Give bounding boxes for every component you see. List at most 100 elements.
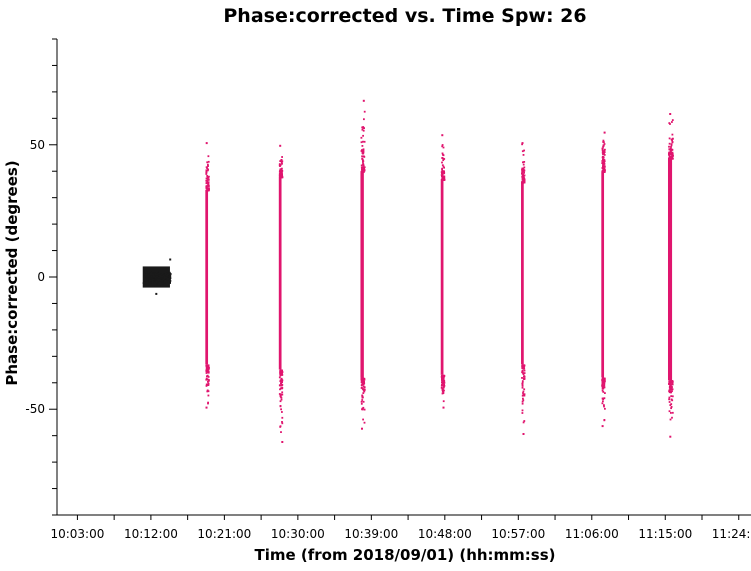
data-point [603,377,606,380]
data-point [670,395,673,397]
data-point [166,278,168,281]
data-point [152,279,154,282]
data-point [670,157,673,160]
data-point [443,384,446,387]
data-point [360,136,363,139]
data-point [281,384,284,386]
data-point [521,171,523,174]
data-point [521,386,524,389]
data-point [162,277,165,279]
data-point [281,171,283,174]
data-point [521,369,524,372]
data-point [360,384,363,386]
data-point [603,143,606,145]
data-point [442,165,445,168]
scan-core [278,176,282,370]
data-point [441,144,444,146]
data-point [604,407,606,410]
data-point [442,374,445,377]
scan-1-3 [440,134,446,409]
scan-core [601,171,605,378]
data-point [205,186,208,189]
data-point [670,382,673,384]
data-point [279,369,282,372]
data-point [162,274,165,277]
data-point [360,141,363,144]
data-point [278,172,281,175]
data-point [668,396,671,399]
data-point [167,277,170,280]
data-point [362,151,365,153]
data-point [602,165,605,167]
data-point [360,164,363,167]
data-point [161,278,164,281]
data-point [603,170,606,173]
data-point [279,395,282,397]
data-point [151,271,154,273]
data-point [443,389,445,392]
x-tick-label: 10:39:00 [344,527,398,541]
data-point [442,177,444,180]
data-point [441,381,444,384]
data-point [161,280,164,282]
data-point [441,167,443,170]
x-tick-label: 10:03:00 [50,527,104,541]
data-point [143,275,146,278]
data-point [207,155,210,158]
data-point [207,189,209,192]
data-point [602,391,605,393]
data-point [362,126,365,128]
data-point [205,383,208,386]
data-point [603,150,606,152]
data-point [206,176,209,179]
data-point [521,377,523,379]
data-point [169,273,172,275]
data-point [165,274,167,277]
data-point [205,385,208,387]
data-point [442,391,445,393]
data-point [280,431,282,433]
data-point [206,389,209,392]
data-point [521,143,523,146]
data-point [668,145,670,148]
data-point [160,274,163,277]
data-point [361,168,363,170]
data-point [604,169,606,172]
data-point [207,179,210,181]
data-point [672,155,674,157]
data-point [443,175,445,178]
scan-core [440,179,444,375]
data-point [671,119,674,121]
data-point [151,278,154,281]
data-point [521,142,524,145]
data-point [670,398,673,401]
data-point [147,277,149,280]
data-point [523,179,526,182]
data-point [156,283,158,285]
data-point [206,375,208,378]
scan-core [667,158,673,381]
data-point [604,392,606,394]
data-point [207,384,210,386]
data-point [603,161,605,164]
data-point [154,273,157,276]
data-point [279,400,282,403]
data-point [280,169,283,171]
data-point [603,168,606,171]
data-point [668,153,670,156]
data-point [669,418,672,421]
data-point [603,384,606,387]
data-point [166,276,168,278]
data-point [362,134,364,137]
data-point [361,149,363,151]
data-point [360,400,363,403]
data-point [602,163,604,166]
data-point [671,411,674,414]
data-point [205,171,208,174]
data-point [167,273,170,276]
data-point [603,154,606,156]
data-point [207,380,209,383]
data-point [160,273,163,276]
data-point [601,156,604,159]
data-point [151,282,154,284]
